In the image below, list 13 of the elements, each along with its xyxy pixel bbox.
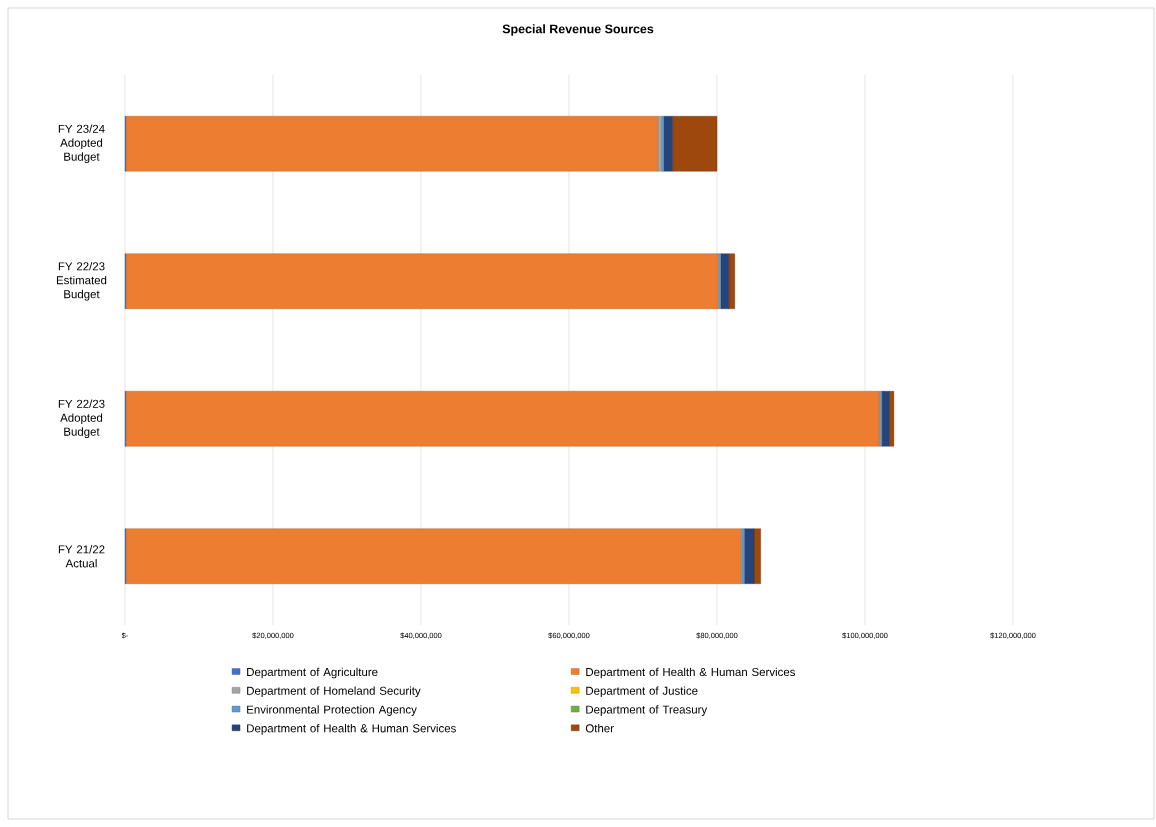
legend-label: Department of Agriculture: [247, 667, 378, 679]
chart-title: Special Revenue Sources: [502, 24, 654, 36]
y-tick-label: FY 22/23 Estimated Budget: [56, 261, 107, 301]
y-tick-label: FY 23/24 Adopted Budget: [58, 124, 105, 164]
y-tick-label: FY 21/22 Actual: [58, 545, 105, 568]
legend-label: Department of Justice: [586, 686, 698, 698]
legend-label: Other: [585, 723, 614, 733]
legend-label: Department of Health & Human Services: [247, 723, 456, 735]
legend-label: Department of Health & Human Services: [586, 667, 796, 679]
legend-label: Department of Treasury: [586, 705, 708, 716]
legend-label: Environmental Protection Agency: [247, 705, 417, 716]
y-tick-label: FY 22/23 Adopted Budget: [58, 399, 105, 439]
legend-label: Department of Homeland Security: [247, 686, 421, 698]
